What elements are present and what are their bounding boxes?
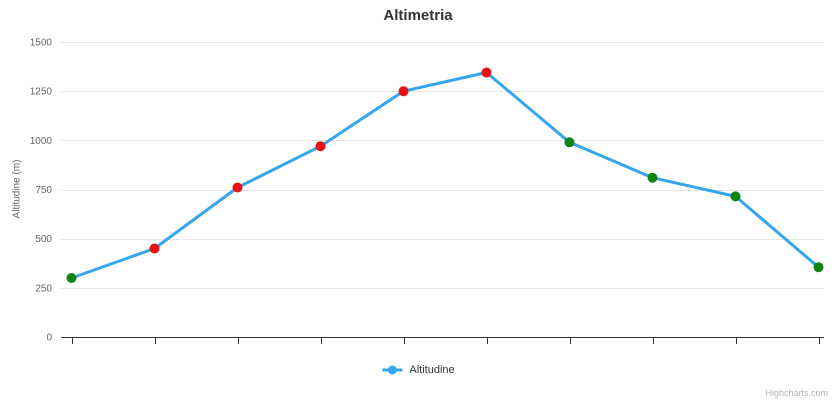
data-point[interactable] <box>149 243 160 254</box>
data-point[interactable] <box>66 273 77 283</box>
y-axis-tick-label: 0 <box>46 333 52 344</box>
y-axis-tick-label: 750 <box>35 185 52 196</box>
data-point[interactable] <box>481 67 492 78</box>
y-axis-tick-label: 1250 <box>30 87 53 98</box>
data-point[interactable] <box>647 172 658 183</box>
data-point[interactable] <box>232 182 243 193</box>
data-point[interactable] <box>730 191 741 202</box>
series-line-altitudine <box>70 71 820 280</box>
y-axis-tick-label: 1000 <box>30 136 53 147</box>
data-point[interactable] <box>564 137 575 148</box>
credits-link[interactable]: Highcharts.com <box>765 388 828 398</box>
y-axis-tick-label: 1500 <box>30 38 53 49</box>
legend-item-altitudine[interactable]: Altitudine <box>381 363 455 377</box>
y-axis-tick-label: 500 <box>35 234 52 245</box>
legend-dot <box>387 365 397 375</box>
y-axis-tick-label: 250 <box>35 283 52 294</box>
legend-marker-icon <box>382 365 403 375</box>
data-point[interactable] <box>813 262 824 273</box>
data-point[interactable] <box>315 141 326 152</box>
chart-title: Altimetria <box>383 7 453 24</box>
data-point[interactable] <box>398 86 409 97</box>
y-axis-title: Altitudine (m) <box>11 159 23 219</box>
legend-label: Altitudine <box>409 364 455 376</box>
